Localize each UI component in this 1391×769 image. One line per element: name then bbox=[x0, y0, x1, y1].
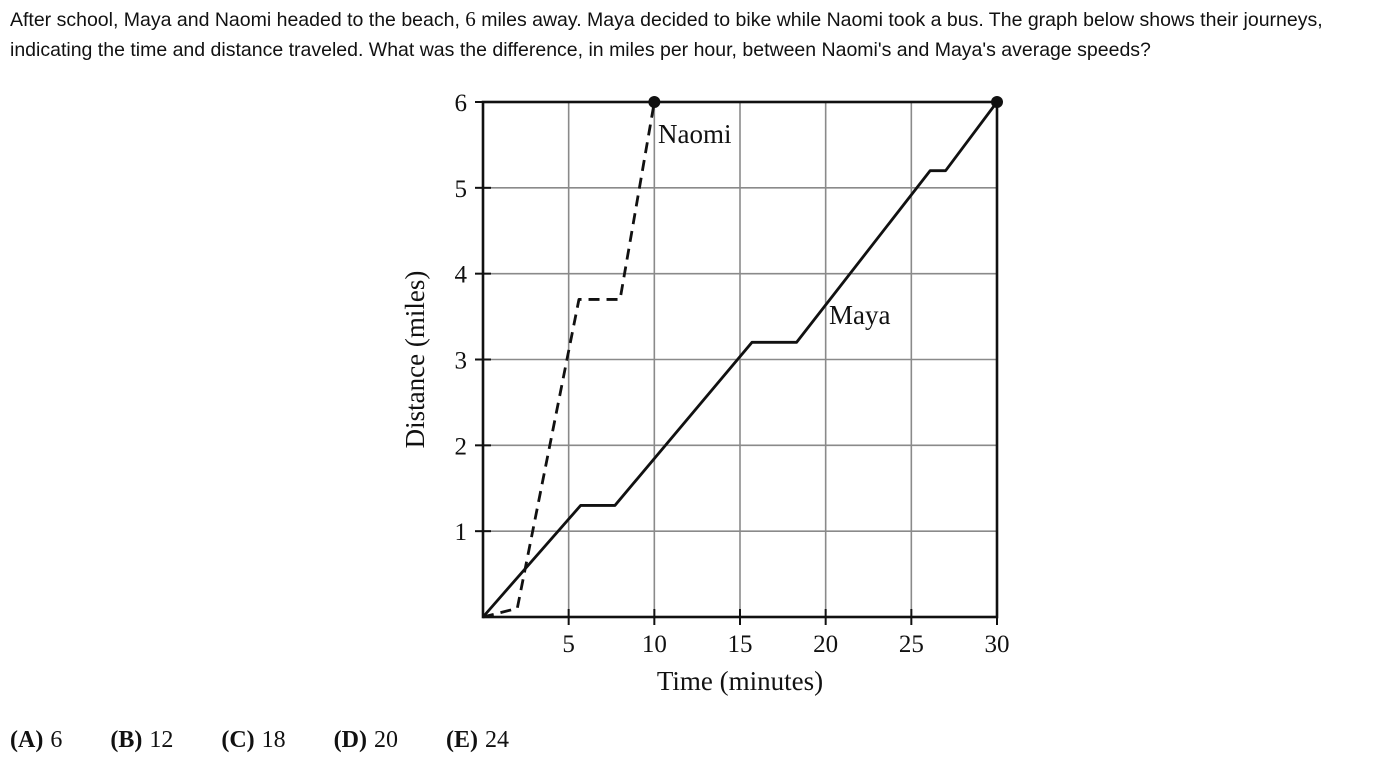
x-tick-label-5: 5 bbox=[562, 631, 575, 658]
maya-series-label: Maya bbox=[829, 300, 890, 330]
choice-a-letter: (A) bbox=[10, 727, 44, 753]
maya-line bbox=[481, 101, 999, 618]
choice-c-letter: (C) bbox=[221, 727, 255, 753]
choice-d[interactable]: (D) 20 bbox=[334, 727, 398, 754]
naomi-line bbox=[482, 101, 656, 619]
y-axis-label: Distance (miles) bbox=[400, 271, 430, 449]
choice-e-value: 24 bbox=[484, 727, 509, 753]
naomi-end-point bbox=[648, 96, 661, 108]
choice-e[interactable]: (E) 24 bbox=[446, 727, 509, 754]
choice-b[interactable]: (B) 12 bbox=[110, 727, 173, 754]
choice-a[interactable]: (A) 6 bbox=[10, 727, 62, 754]
question-text-before: After school, Maya and Naomi headed to t… bbox=[10, 9, 466, 31]
choice-e-letter: (E) bbox=[445, 727, 478, 753]
choice-b-value: 12 bbox=[149, 727, 174, 753]
maya-end-point bbox=[991, 96, 1003, 108]
answer-choices: (A) 6 (B) 12 (C) 18 (D) 20 (E) 24 bbox=[10, 727, 557, 754]
x-axis-label: Time (minutes) bbox=[657, 666, 823, 696]
choice-c-value: 18 bbox=[261, 727, 286, 753]
y-tick-label-5: 5 bbox=[455, 176, 468, 203]
y-tick-label-4: 4 bbox=[455, 262, 468, 289]
choice-b-letter: (B) bbox=[110, 727, 143, 753]
y-tick-label-3: 3 bbox=[455, 348, 468, 375]
x-tick-label-20: 20 bbox=[813, 631, 838, 658]
x-tick-label-15: 15 bbox=[728, 631, 753, 658]
x-tick-label-25: 25 bbox=[899, 631, 924, 658]
question-text: After school, Maya and Naomi headed to t… bbox=[10, 4, 1380, 65]
choice-a-value: 6 bbox=[50, 727, 63, 753]
question-text-after: miles away. Maya decided to bike while N… bbox=[10, 9, 1323, 61]
choice-d-value: 20 bbox=[373, 727, 398, 753]
y-tick-label-1: 1 bbox=[455, 519, 468, 546]
y-tick-label-2: 2 bbox=[455, 433, 468, 460]
x-tick-label-30: 30 bbox=[985, 631, 1010, 658]
x-tick-label-10: 10 bbox=[642, 631, 667, 658]
y-tick-label-6: 6 bbox=[455, 90, 468, 117]
choice-d-letter: (D) bbox=[333, 727, 367, 753]
choice-c[interactable]: (C) 18 bbox=[221, 727, 285, 754]
question-distance-value: 6 bbox=[465, 7, 476, 31]
naomi-series-label: Naomi bbox=[658, 119, 732, 149]
